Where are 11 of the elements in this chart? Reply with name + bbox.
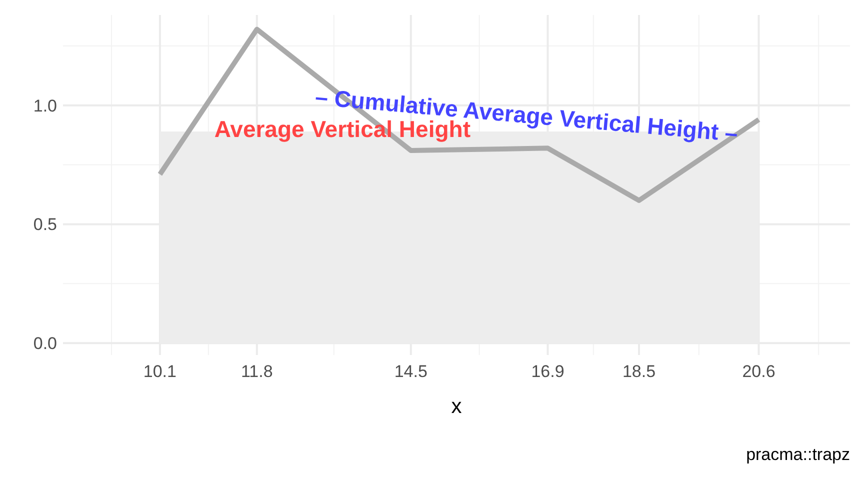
text: pracma::trapz [746, 445, 850, 464]
x-tick-label: 14.5 [394, 362, 428, 381]
x-tick-label: 20.6 [742, 362, 776, 381]
y-tick-label: 0.0 [33, 334, 57, 354]
x-tick-label: 18.5 [622, 362, 656, 381]
x-tick-label: 10.1 [143, 362, 176, 381]
y-tick-label: 1.0 [33, 96, 57, 116]
x-tick-label: 11.8 [240, 362, 273, 381]
x-tick-label: 16.9 [531, 362, 564, 381]
x-axis-title: x [451, 395, 462, 418]
y-tick-label: 0.5 [33, 215, 57, 234]
